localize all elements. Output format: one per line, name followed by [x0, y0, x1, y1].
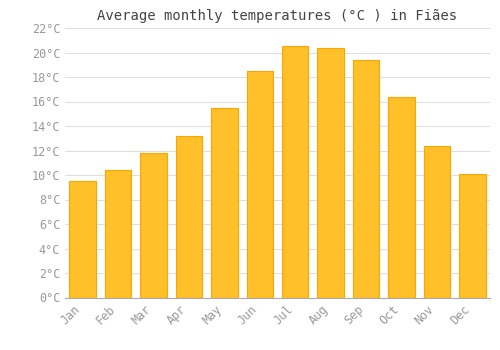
Bar [246, 71, 273, 297]
Bar [459, 174, 485, 298]
Bar [140, 153, 167, 298]
Bar [318, 48, 344, 298]
Bar [424, 146, 450, 298]
Bar [70, 181, 96, 298]
Bar [176, 136, 202, 298]
Title: Average monthly temperatures (°C ) in Fiães: Average monthly temperatures (°C ) in Fi… [98, 9, 458, 23]
Bar [211, 108, 238, 298]
Bar [388, 97, 414, 298]
Bar [353, 60, 380, 298]
Bar [105, 170, 132, 298]
Bar [282, 46, 308, 298]
